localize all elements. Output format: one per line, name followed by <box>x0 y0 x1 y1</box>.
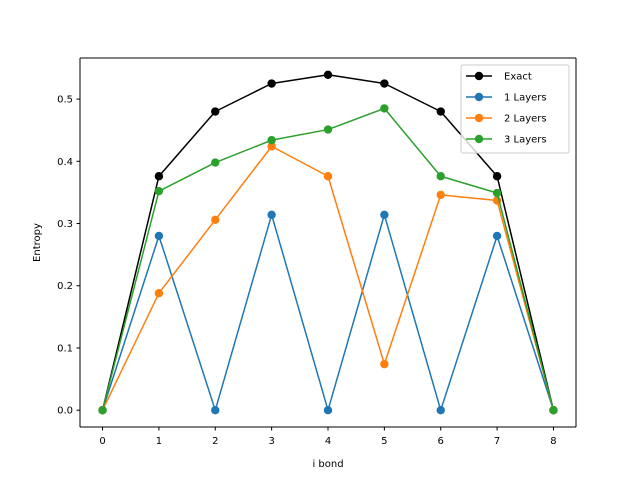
legend: Exact 1 Layers 2 Layers 3 Layers <box>460 64 570 154</box>
data-point <box>267 142 276 151</box>
series-1-layers <box>98 210 558 415</box>
x-axis-label: i bond <box>312 459 343 470</box>
legend-label: Exact <box>504 72 532 83</box>
data-point <box>436 107 445 116</box>
legend-label: 2 Layers <box>504 114 547 125</box>
series-layer <box>98 70 558 415</box>
legend-box <box>460 64 570 154</box>
x-tick-label: 5 <box>381 436 387 447</box>
data-point <box>211 405 220 415</box>
y-axis-ticks: 0.0 0.1 0.2 0.3 0.4 0.5 <box>57 95 80 417</box>
x-tick-label: 3 <box>268 436 274 447</box>
y-tick-label: 0.0 <box>57 406 73 417</box>
data-point <box>323 70 333 80</box>
legend-label: 3 Layers <box>504 135 547 146</box>
y-tick-label: 0.5 <box>57 95 73 106</box>
data-point <box>380 210 389 220</box>
data-point <box>323 405 333 415</box>
legend-marker <box>474 134 484 144</box>
x-tick-label: 2 <box>212 436 218 447</box>
data-point <box>549 405 558 415</box>
x-tick-label: 6 <box>438 436 444 447</box>
data-point <box>98 405 107 415</box>
y-tick-label: 0.1 <box>57 343 73 354</box>
data-point <box>323 172 333 181</box>
data-point <box>211 215 220 224</box>
legend-entry: 1 Layers <box>466 93 547 104</box>
data-point <box>267 210 276 220</box>
x-tick-label: 4 <box>325 436 331 447</box>
data-point <box>267 135 276 145</box>
legend-entries: Exact 1 Layers 2 Layers 3 Layers <box>466 72 547 146</box>
x-tick-label: 7 <box>494 436 500 447</box>
data-point <box>436 172 445 181</box>
x-tick-label: 8 <box>550 436 556 447</box>
legend-marker <box>474 113 484 123</box>
data-point <box>211 107 220 116</box>
data-point <box>323 125 333 134</box>
data-point <box>380 359 389 369</box>
data-point <box>154 172 164 181</box>
y-tick-label: 0.3 <box>57 219 73 230</box>
legend-entry: 3 Layers <box>466 135 547 146</box>
legend-marker <box>474 71 484 81</box>
data-point <box>211 158 220 167</box>
data-point <box>492 231 502 241</box>
y-axis-label: Entropy <box>32 223 43 262</box>
data-point <box>380 79 389 88</box>
data-point <box>436 190 445 200</box>
data-point <box>154 186 164 196</box>
data-point <box>492 188 502 198</box>
x-tick-label: 0 <box>99 436 105 447</box>
x-tick-label: 1 <box>156 436 162 447</box>
axes-frame <box>79 57 577 428</box>
y-tick-label: 0.4 <box>57 157 73 168</box>
y-tick-label: 0.2 <box>57 281 73 292</box>
legend-marker <box>474 92 484 102</box>
data-point <box>154 289 164 298</box>
data-point <box>380 104 389 113</box>
x-axis-ticks: 0 1 2 3 4 5 6 7 8 <box>99 427 557 447</box>
legend-entry: 2 Layers <box>466 114 547 125</box>
series-3-layers <box>98 104 558 415</box>
data-point <box>436 405 445 415</box>
legend-entry: Exact <box>466 72 532 83</box>
data-point <box>154 231 164 241</box>
legend-label: 1 Layers <box>504 93 547 104</box>
data-point <box>267 79 276 88</box>
data-point <box>492 172 502 181</box>
